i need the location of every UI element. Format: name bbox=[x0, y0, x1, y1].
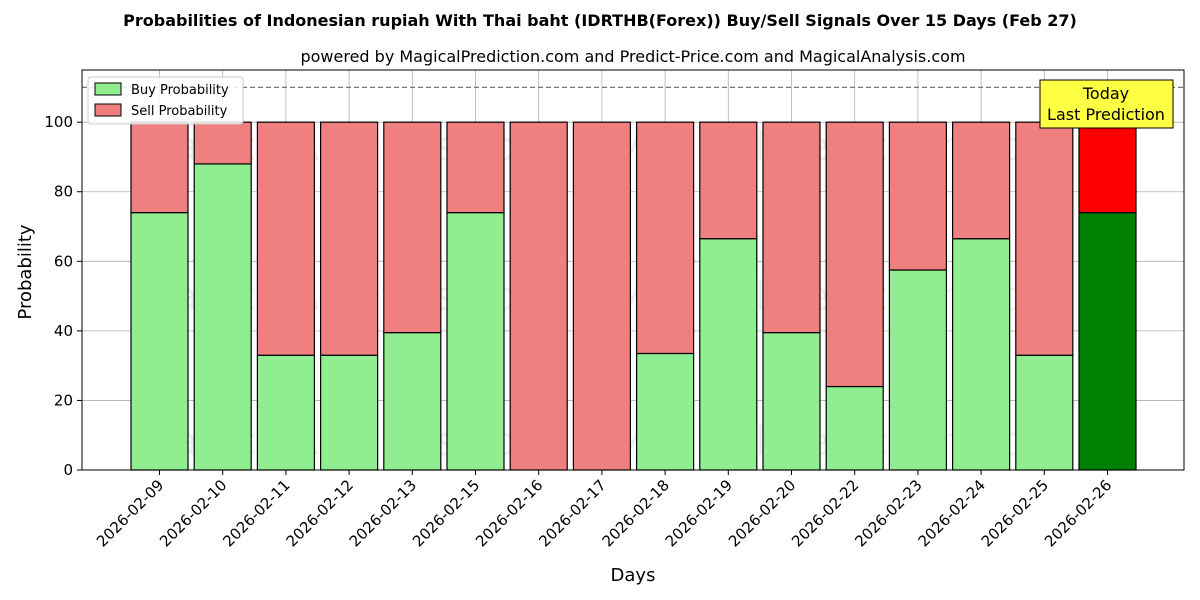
sell-bar bbox=[256, 121, 315, 356]
annotation-line-1: Today bbox=[1082, 84, 1129, 103]
x-tick-label: 2026-02-25 bbox=[978, 476, 1052, 550]
buy-bar bbox=[951, 238, 1011, 471]
buy-bar bbox=[256, 354, 315, 471]
x-tick-label: 2026-02-24 bbox=[915, 476, 989, 550]
x-tick-label: 2026-02-15 bbox=[409, 476, 483, 550]
x-tick-label: 2026-02-11 bbox=[219, 476, 293, 550]
sell-bar bbox=[383, 121, 442, 334]
y-axis-label: Probability bbox=[15, 224, 36, 319]
sell-bar bbox=[572, 121, 632, 471]
sell-bar bbox=[635, 121, 695, 355]
x-tick-label: 2026-02-18 bbox=[599, 476, 673, 550]
annotation-line-2: Last Prediction bbox=[1047, 105, 1165, 124]
y-tick-label: 100 bbox=[44, 113, 73, 131]
sell-bar bbox=[888, 121, 948, 271]
sell-bar bbox=[699, 121, 758, 240]
buy-bar bbox=[1015, 354, 1074, 471]
x-tick-label: 2026-02-16 bbox=[472, 476, 546, 550]
buy-bar bbox=[888, 269, 948, 471]
x-tick-label: 2026-02-22 bbox=[788, 476, 862, 550]
x-tick-label: 2026-02-20 bbox=[725, 476, 799, 550]
y-tick-label: 80 bbox=[54, 183, 73, 201]
y-tick-label: 60 bbox=[54, 252, 73, 270]
y-axis-ticks: 0 20 40 60 80 100 bbox=[44, 113, 82, 479]
buy-bar bbox=[762, 332, 821, 471]
x-tick-label: 2026-02-13 bbox=[346, 476, 420, 550]
sell-bar bbox=[951, 121, 1011, 240]
chart-title: Probabilities of Indonesian rupiah With … bbox=[123, 11, 1077, 30]
buy-bar bbox=[320, 354, 379, 471]
buy-bar bbox=[130, 212, 189, 471]
legend-frame bbox=[87, 76, 244, 125]
x-tick-label: 2026-02-10 bbox=[156, 476, 230, 550]
x-axis-ticks: 2026-02-092026-02-102026-02-112026-02-12… bbox=[93, 470, 1115, 550]
buy-bar bbox=[193, 163, 252, 471]
legend-sell-label: Sell Probability bbox=[131, 104, 228, 119]
y-tick-label: 0 bbox=[63, 461, 73, 479]
legend-sell-swatch bbox=[94, 103, 122, 117]
sell-bar bbox=[1078, 121, 1137, 214]
y-tick-label: 20 bbox=[54, 391, 73, 409]
buy-bar bbox=[1078, 212, 1137, 471]
x-axis-label: Days bbox=[611, 565, 656, 586]
y-tick-label: 40 bbox=[54, 322, 73, 340]
buy-bar bbox=[383, 332, 442, 471]
buy-bar bbox=[699, 238, 758, 471]
sell-bar bbox=[130, 121, 189, 214]
buy-bar bbox=[446, 212, 505, 471]
x-tick-label: 2026-02-23 bbox=[851, 476, 925, 550]
sell-bar bbox=[509, 121, 568, 471]
legend: Buy Probability Sell Probability bbox=[87, 76, 244, 125]
plot-frame bbox=[81, 69, 1185, 471]
buy-bar bbox=[635, 352, 695, 471]
legend-buy-swatch bbox=[94, 82, 122, 96]
bars bbox=[130, 121, 1137, 471]
legend-buy-label: Buy Probability bbox=[131, 83, 229, 98]
today-annotation: Today Last Prediction bbox=[1039, 79, 1174, 129]
chart-subtitle: powered by MagicalPrediction.com and Pre… bbox=[300, 47, 965, 66]
x-tick-label: 2026-02-09 bbox=[93, 476, 167, 550]
annotation-box bbox=[1039, 79, 1174, 129]
x-tick-label: 2026-02-19 bbox=[662, 476, 736, 550]
sell-bar bbox=[825, 121, 884, 388]
buy-bar bbox=[825, 385, 884, 471]
x-tick-label: 2026-02-26 bbox=[1041, 476, 1115, 550]
sell-bar bbox=[1015, 121, 1074, 356]
sell-bar bbox=[193, 121, 252, 165]
sell-bar bbox=[320, 121, 379, 356]
sell-bar bbox=[446, 121, 505, 214]
x-tick-label: 2026-02-12 bbox=[283, 476, 357, 550]
sell-bar bbox=[762, 121, 821, 334]
x-tick-label: 2026-02-17 bbox=[535, 476, 609, 550]
